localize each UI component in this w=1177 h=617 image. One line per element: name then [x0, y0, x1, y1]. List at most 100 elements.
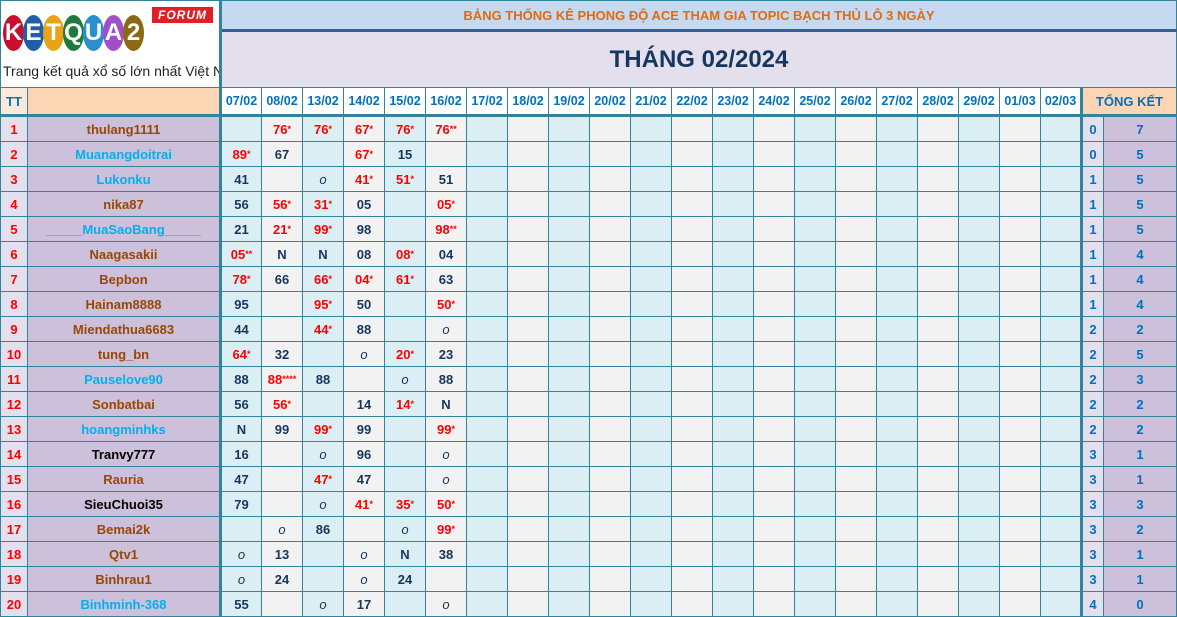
day-cell [753, 591, 795, 617]
day-cell [999, 316, 1041, 342]
day-cell: o [384, 516, 426, 542]
day-cell [466, 391, 508, 417]
row-number: 14 [0, 441, 28, 467]
day-cell [384, 191, 426, 217]
day-cell [671, 391, 713, 417]
logo-letter: K [3, 15, 24, 51]
day-cell [466, 516, 508, 542]
total-hit: 4 [1103, 266, 1177, 292]
day-cell [548, 591, 590, 617]
day-cell [507, 366, 549, 392]
day-cell: o [261, 516, 303, 542]
table-row: 1 thulang1111 76* 76* 67* 76* 76** 0 7 [0, 115, 1177, 142]
day-cell [753, 491, 795, 517]
logo-letter: 2 [123, 15, 144, 51]
header-date: 07/02 [220, 87, 262, 117]
day-cell: o [425, 591, 467, 617]
day-cell [548, 516, 590, 542]
day-cell [1040, 291, 1082, 317]
day-cell [917, 191, 959, 217]
day-cell: 86 [302, 516, 344, 542]
day-cell [999, 516, 1041, 542]
row-number: 17 [0, 516, 28, 542]
member-name: Muanangdoitrai [27, 141, 222, 167]
day-cell [671, 216, 713, 242]
day-cell [794, 441, 836, 467]
day-cell: 50 [343, 291, 385, 317]
day-cell [917, 141, 959, 167]
day-cell: 95* [302, 291, 344, 317]
day-cell [958, 115, 1000, 142]
day-cell [343, 516, 385, 542]
day-cell [630, 316, 672, 342]
table-row: 4 nika87 56 56* 31* 05 05* 1 5 [0, 191, 1177, 217]
table-row: 15 Rauria 47 47* 47 o 3 1 [0, 466, 1177, 492]
day-cell [548, 466, 590, 492]
day-cell [876, 191, 918, 217]
day-cell [671, 566, 713, 592]
day-cell [753, 316, 795, 342]
total-hit: 1 [1103, 466, 1177, 492]
day-cell [466, 591, 508, 617]
day-cell [671, 291, 713, 317]
day-cell [712, 191, 754, 217]
day-cell [671, 441, 713, 467]
day-cell [917, 291, 959, 317]
day-cell [753, 191, 795, 217]
header-date: 22/02 [671, 87, 713, 117]
total-hit: 3 [1103, 491, 1177, 517]
total-miss: 1 [1080, 291, 1104, 317]
header-date: 02/03 [1040, 87, 1082, 117]
day-cell: 76** [425, 115, 467, 142]
day-cell: 16 [220, 441, 262, 467]
day-cell [835, 316, 877, 342]
member-name: Tranvy777 [27, 441, 222, 467]
day-cell: 96 [343, 441, 385, 467]
member-name: _____MuaSaoBang_____ [27, 216, 222, 242]
header-date: 24/02 [753, 87, 795, 117]
day-cell [507, 391, 549, 417]
day-cell [466, 366, 508, 392]
total-miss: 2 [1080, 341, 1104, 367]
day-cell [999, 141, 1041, 167]
day-cell [589, 266, 631, 292]
day-cell [917, 316, 959, 342]
day-cell [630, 366, 672, 392]
day-cell [999, 166, 1041, 192]
day-cell [958, 191, 1000, 217]
day-cell: 41 [220, 166, 262, 192]
day-cell [630, 291, 672, 317]
row-number: 6 [0, 241, 28, 267]
row-number: 19 [0, 566, 28, 592]
day-cell [917, 541, 959, 567]
day-cell: 51 [425, 166, 467, 192]
day-cell [999, 341, 1041, 367]
day-cell [958, 541, 1000, 567]
day-cell [794, 541, 836, 567]
row-number: 8 [0, 291, 28, 317]
day-cell: o [425, 441, 467, 467]
day-cell [835, 491, 877, 517]
total-hit: 2 [1103, 416, 1177, 442]
day-cell [999, 541, 1041, 567]
day-cell [384, 316, 426, 342]
day-cell [466, 491, 508, 517]
member-name: Miendathua6683 [27, 316, 222, 342]
day-cell [589, 115, 631, 142]
day-cell [835, 191, 877, 217]
member-name: Rauria [27, 466, 222, 492]
day-cell: 44* [302, 316, 344, 342]
day-cell [384, 591, 426, 617]
day-cell [712, 416, 754, 442]
header-date: 01/03 [999, 87, 1041, 117]
day-cell [589, 241, 631, 267]
day-cell [261, 491, 303, 517]
row-number: 20 [0, 591, 28, 617]
header-date: 19/02 [548, 87, 590, 117]
day-cell: 88 [220, 366, 262, 392]
day-cell: 88 [343, 316, 385, 342]
day-cell [794, 366, 836, 392]
header-date: 14/02 [343, 87, 385, 117]
